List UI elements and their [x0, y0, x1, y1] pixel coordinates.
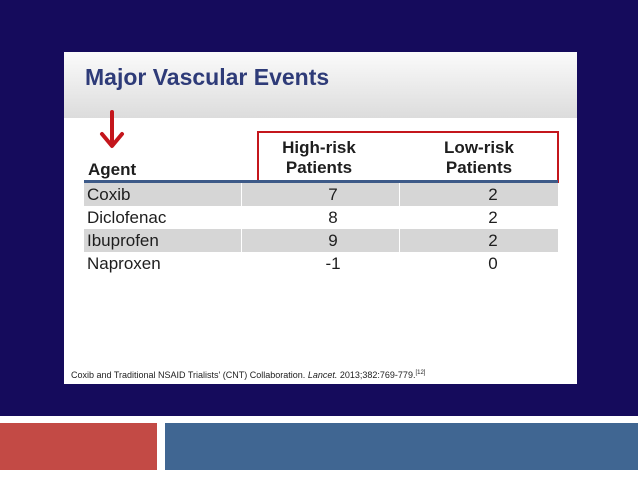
agent-cell: Naproxen	[87, 254, 161, 273]
high-risk-cell: 7	[328, 185, 338, 204]
table-row: Ibuprofen 9 2	[84, 229, 558, 252]
agent-cell: Coxib	[87, 185, 131, 204]
low-risk-cell: 2	[488, 231, 498, 250]
agent-cell: Diclofenac	[87, 208, 167, 227]
agent-cell: Ibuprofen	[87, 231, 159, 250]
high-risk-cell: -1	[325, 254, 341, 273]
down-arrow-icon	[100, 110, 124, 148]
citation: Coxib and Traditional NSAID Trialists' (…	[71, 370, 425, 380]
table-row: Diclofenac 8 2	[84, 206, 558, 229]
citation-details: 2013;382:769-779.	[339, 370, 416, 380]
table-row: Coxib 7 2	[84, 183, 558, 206]
title-banner	[64, 52, 577, 118]
footer-bar-blue	[165, 423, 638, 470]
footer-bar-red	[0, 423, 157, 470]
highlight-box	[257, 131, 559, 183]
header-divider	[84, 180, 558, 183]
column-header-low-risk: Low-risk Patients	[404, 138, 554, 178]
table-row: Naproxen -1 0	[84, 252, 558, 275]
citation-ref: [12]	[415, 370, 426, 376]
citation-authors: Coxib and Traditional NSAID Trialists' (…	[71, 370, 306, 380]
column-header-high-risk-line1: High-risk	[282, 138, 356, 157]
slide-title: Major Vascular Events	[85, 64, 330, 90]
high-risk-cell: 9	[328, 231, 338, 250]
column-header-high-risk-line2: Patients	[285, 158, 353, 177]
slide-content-card: Major Vascular Events Agent High-risk Pa…	[64, 52, 577, 384]
data-table: Coxib 7 2 Diclofenac 8 2 Ibuprofen 9 2 N…	[84, 183, 558, 275]
low-risk-cell: 2	[488, 185, 498, 204]
column-header-low-risk-line2: Patients	[445, 158, 513, 177]
citation-journal: Lancet.	[307, 370, 338, 380]
high-risk-cell: 8	[328, 208, 338, 227]
column-header-agent: Agent	[88, 160, 137, 179]
low-risk-cell: 2	[488, 208, 498, 227]
column-header-high-risk: High-risk Patients	[244, 138, 394, 178]
column-header-low-risk-line1: Low-risk	[444, 138, 514, 157]
low-risk-cell: 0	[488, 254, 498, 273]
